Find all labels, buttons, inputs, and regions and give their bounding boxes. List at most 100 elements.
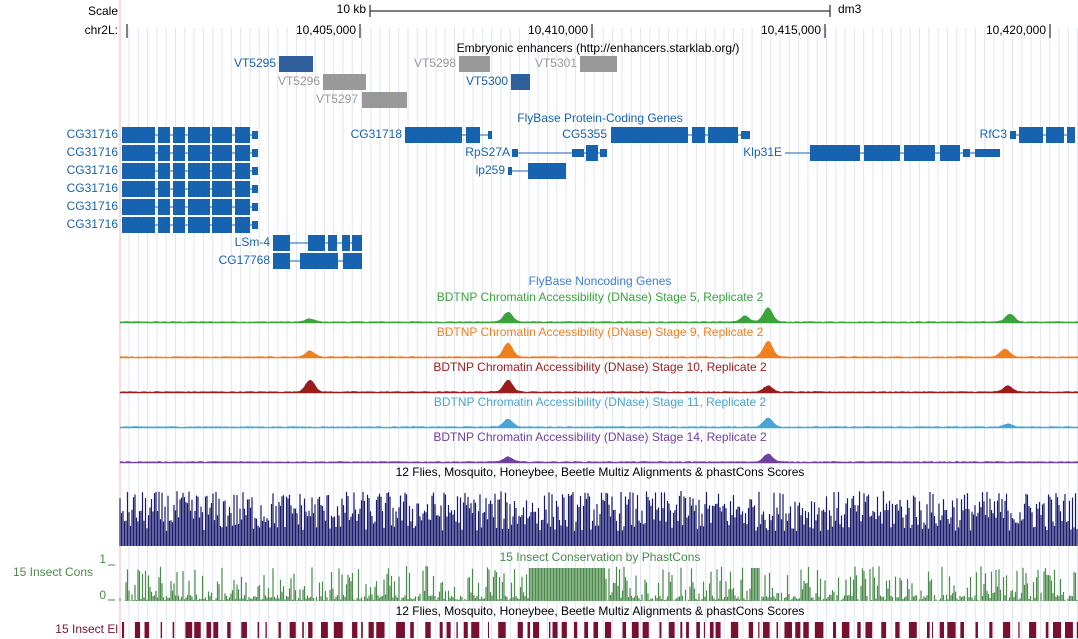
exon [212,145,232,161]
gene-label: Klp31E [743,145,782,159]
element [308,622,313,638]
exon [212,217,232,233]
element [926,622,930,638]
exon [466,127,480,143]
exon [188,145,210,161]
enhancer-label: VT5297 [316,92,358,106]
element [947,622,956,638]
element [1029,622,1037,638]
assembly: dm3 [838,2,862,16]
exon [188,127,210,143]
element [333,622,343,638]
element [642,622,649,638]
exon [122,199,155,215]
element [730,622,739,638]
exon [122,181,155,197]
exon [173,199,185,215]
element [795,622,801,638]
enhancer [323,74,366,90]
element [213,622,219,638]
exon [252,185,258,193]
element [762,622,770,638]
element [352,622,358,638]
exon [810,145,860,161]
enhancer-label: VT5300 [466,74,508,88]
track-title: 12 Flies, Mosquito, Honeybee, Beetle Mul… [396,604,805,618]
exon [508,167,512,175]
track-label: 15 Insect Cons [13,565,93,579]
gene-label: LSm-4 [235,235,271,249]
element [758,622,760,638]
exon [235,145,250,161]
exon [235,199,250,215]
element [975,622,978,638]
exon [158,181,170,197]
exon [158,217,170,233]
axis-label: 0 [99,588,106,602]
element [622,622,627,638]
gene-label: CG31716 [67,217,119,231]
element [1018,622,1020,638]
track-title: BDTNP Chromatin Accessibility (DNase) St… [437,290,764,304]
exon [300,253,338,269]
element [748,622,754,638]
exon [342,235,350,251]
element [841,622,850,638]
exon [975,149,1000,157]
ruler-label: 10,405,000 [296,23,356,37]
exon [512,149,518,157]
element [1003,622,1011,638]
exon [122,217,155,233]
element [376,622,385,638]
exon [405,127,462,143]
element [776,622,779,638]
exon [273,253,290,269]
exon [158,145,170,161]
exon [528,163,566,179]
exon [1010,131,1016,139]
track-title: 15 Insect Conservation by PhastCons [500,550,701,564]
exon [963,149,970,157]
ruler-label: 10,410,000 [528,23,588,37]
exon [158,199,170,215]
exon [252,221,258,229]
exon [235,163,250,179]
exon [158,127,170,143]
track-title: 12 Flies, Mosquito, Honeybee, Beetle Mul… [396,465,805,479]
element [1064,622,1073,638]
dnase-signal [119,379,1078,394]
exon [212,181,232,197]
ruler-label: 10,415,000 [761,23,821,37]
element [533,622,540,638]
element [593,622,599,638]
element [206,622,212,638]
exon [235,127,250,143]
exon [904,145,935,161]
exon [212,199,232,215]
enhancer [459,56,490,72]
exon [252,131,258,139]
gene-label: RfC3 [980,127,1008,141]
exon [1019,127,1043,143]
dnase-signal [119,307,1078,324]
element [573,622,578,638]
element [527,622,531,638]
element [160,622,163,638]
gene-label: lp259 [476,163,506,177]
enhancer-label: VT5301 [535,56,577,70]
element [321,622,328,638]
element [456,622,458,638]
element [487,622,490,638]
exon [122,163,155,179]
element [122,622,125,638]
exon [611,127,688,143]
element [989,622,993,638]
gene-label: CG31716 [67,163,119,177]
exon [488,131,492,139]
element [784,622,792,638]
scale-size: 10 kb [337,2,367,16]
exon [173,145,185,161]
element [265,622,267,638]
element [396,622,405,638]
element [463,622,468,638]
